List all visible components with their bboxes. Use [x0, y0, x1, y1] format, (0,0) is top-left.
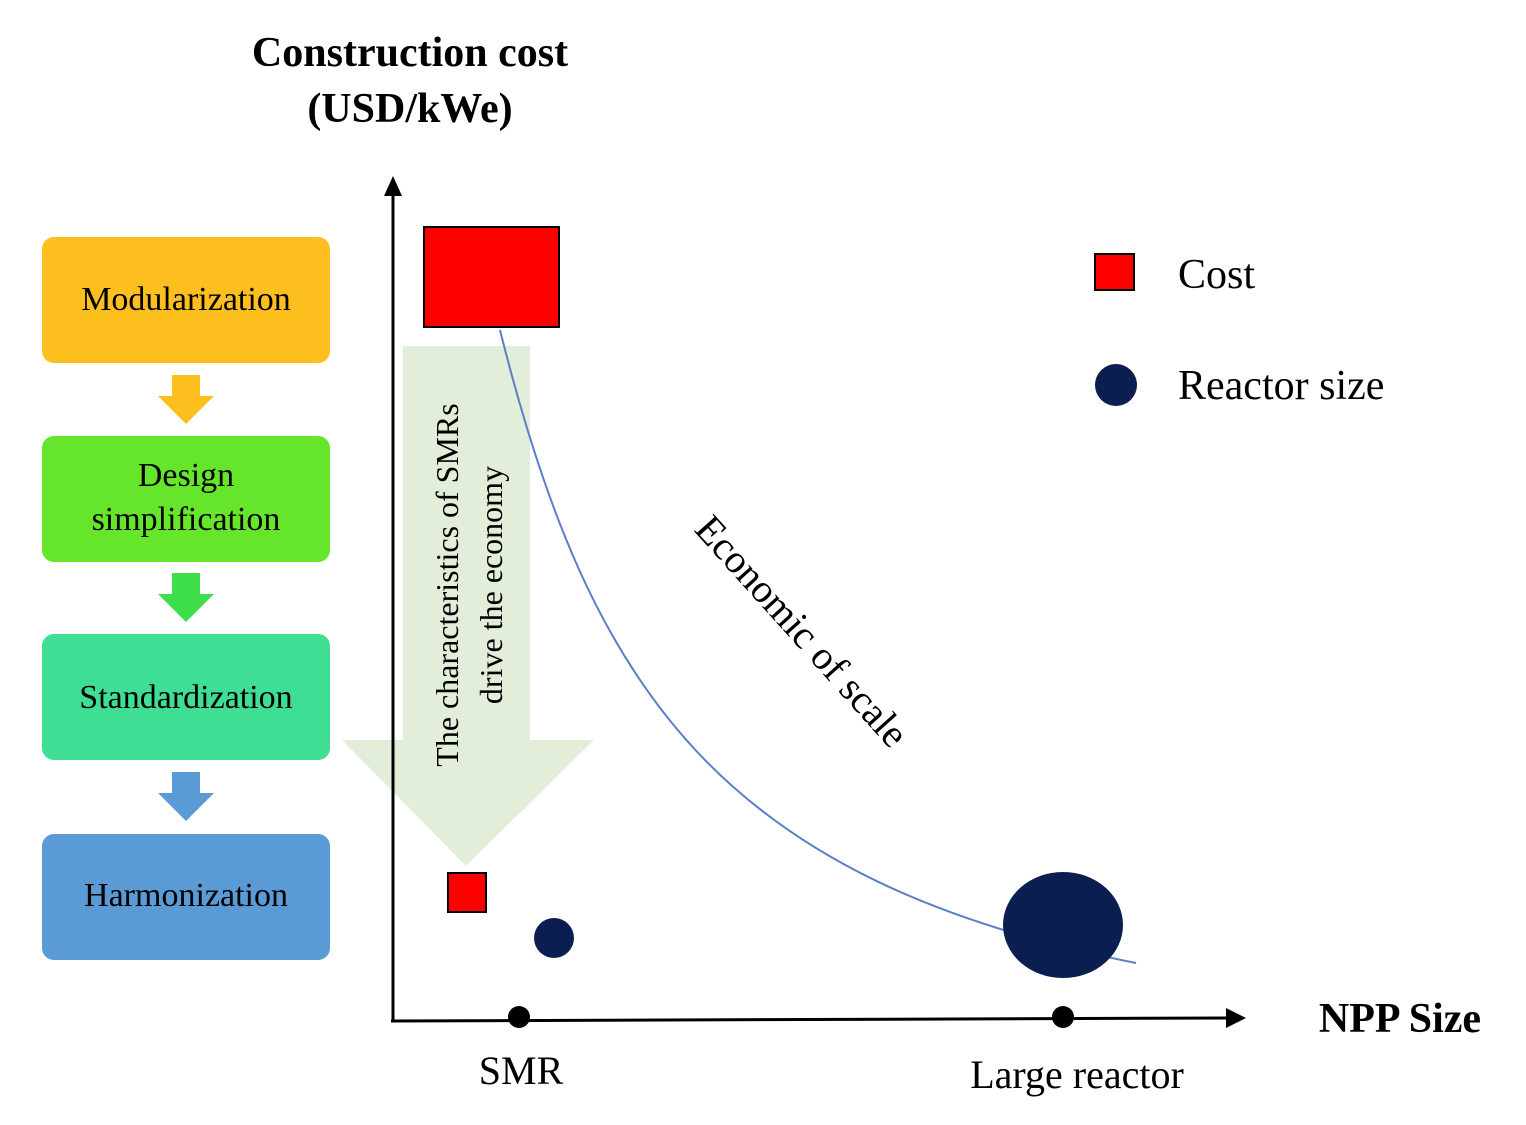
- step-label-harmonization: Harmonization: [84, 877, 288, 914]
- economy-of-scale-curve: [499, 329, 1137, 964]
- step-box-design-simplification: [42, 436, 330, 562]
- x-axis-title: NPP Size: [1319, 996, 1481, 1042]
- step-box-standardization: [42, 634, 330, 760]
- smr-economy-arrow: [342, 346, 594, 866]
- y-axis-arrowhead: [384, 176, 402, 196]
- curve-label: Economic of scale: [686, 506, 917, 756]
- legend-cost-label: Cost: [1178, 252, 1255, 298]
- x-axis-arrowhead: [1226, 1008, 1246, 1028]
- reactor-size-smr: [534, 918, 574, 958]
- step-label-standardization: Standardization: [79, 679, 292, 716]
- step-box-modularization: [42, 237, 330, 363]
- step-label-design: Design: [138, 457, 234, 494]
- y-axis-title-line1: Construction cost: [252, 30, 568, 76]
- legend-cost-swatch: [1094, 253, 1135, 291]
- smr-tick-marker: [508, 1006, 530, 1028]
- x-tick-large-reactor: Large reactor: [970, 1052, 1184, 1097]
- step-arrow-2: [158, 573, 214, 622]
- step-arrow-3: [158, 772, 214, 821]
- step-label-modularization: Modularization: [81, 281, 291, 318]
- cost-marker-large: [423, 226, 560, 328]
- step-arrow-1: [158, 375, 214, 424]
- smr-arrow-text-line2: drive the economy: [473, 466, 509, 704]
- y-axis-title-line2: (USD/kWe): [307, 86, 512, 132]
- legend-reactor-swatch: [1095, 364, 1137, 406]
- smr-arrow-text-line1: The characteristics of SMRs: [429, 403, 465, 766]
- reactor-size-large: [1003, 872, 1123, 978]
- x-axis-line: [390, 1016, 1229, 1023]
- large-reactor-tick-marker: [1052, 1006, 1074, 1028]
- step-label-simplification: simplification: [92, 501, 281, 538]
- legend-reactor-label: Reactor size: [1178, 363, 1384, 409]
- cost-marker-small: [447, 872, 487, 913]
- x-tick-smr: SMR: [479, 1048, 564, 1093]
- step-box-harmonization: [42, 834, 330, 960]
